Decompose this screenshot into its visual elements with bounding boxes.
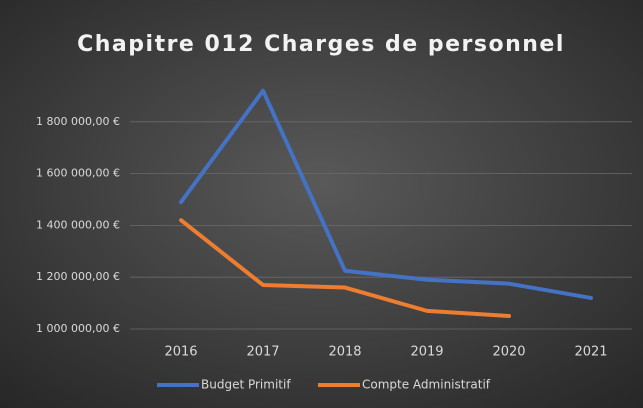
series-line	[179, 88, 593, 300]
y-tick-label: 1 600 000,00 €	[36, 167, 120, 180]
x-tick-label: 2020	[492, 345, 525, 360]
x-tick-label: 2021	[574, 345, 607, 360]
legend-label: Compte Administratif	[362, 378, 491, 392]
x-tick-label: 2019	[410, 345, 443, 360]
y-tick-label: 1 200 000,00 €	[36, 270, 120, 283]
y-tick-label: 1 400 000,00 €	[36, 218, 120, 231]
x-tick-label: 2018	[328, 345, 361, 360]
y-tick-label: 1 000 000,00 €	[36, 322, 120, 335]
x-tick-label: 2016	[164, 345, 197, 360]
legend-label: Budget Primitif	[201, 378, 291, 392]
y-tick-label: 1 800 000,00 €	[36, 115, 120, 128]
series-line	[179, 218, 511, 319]
chart-title: Chapitre 012 Charges de personnel	[77, 32, 565, 57]
x-tick-label: 2017	[246, 345, 279, 360]
